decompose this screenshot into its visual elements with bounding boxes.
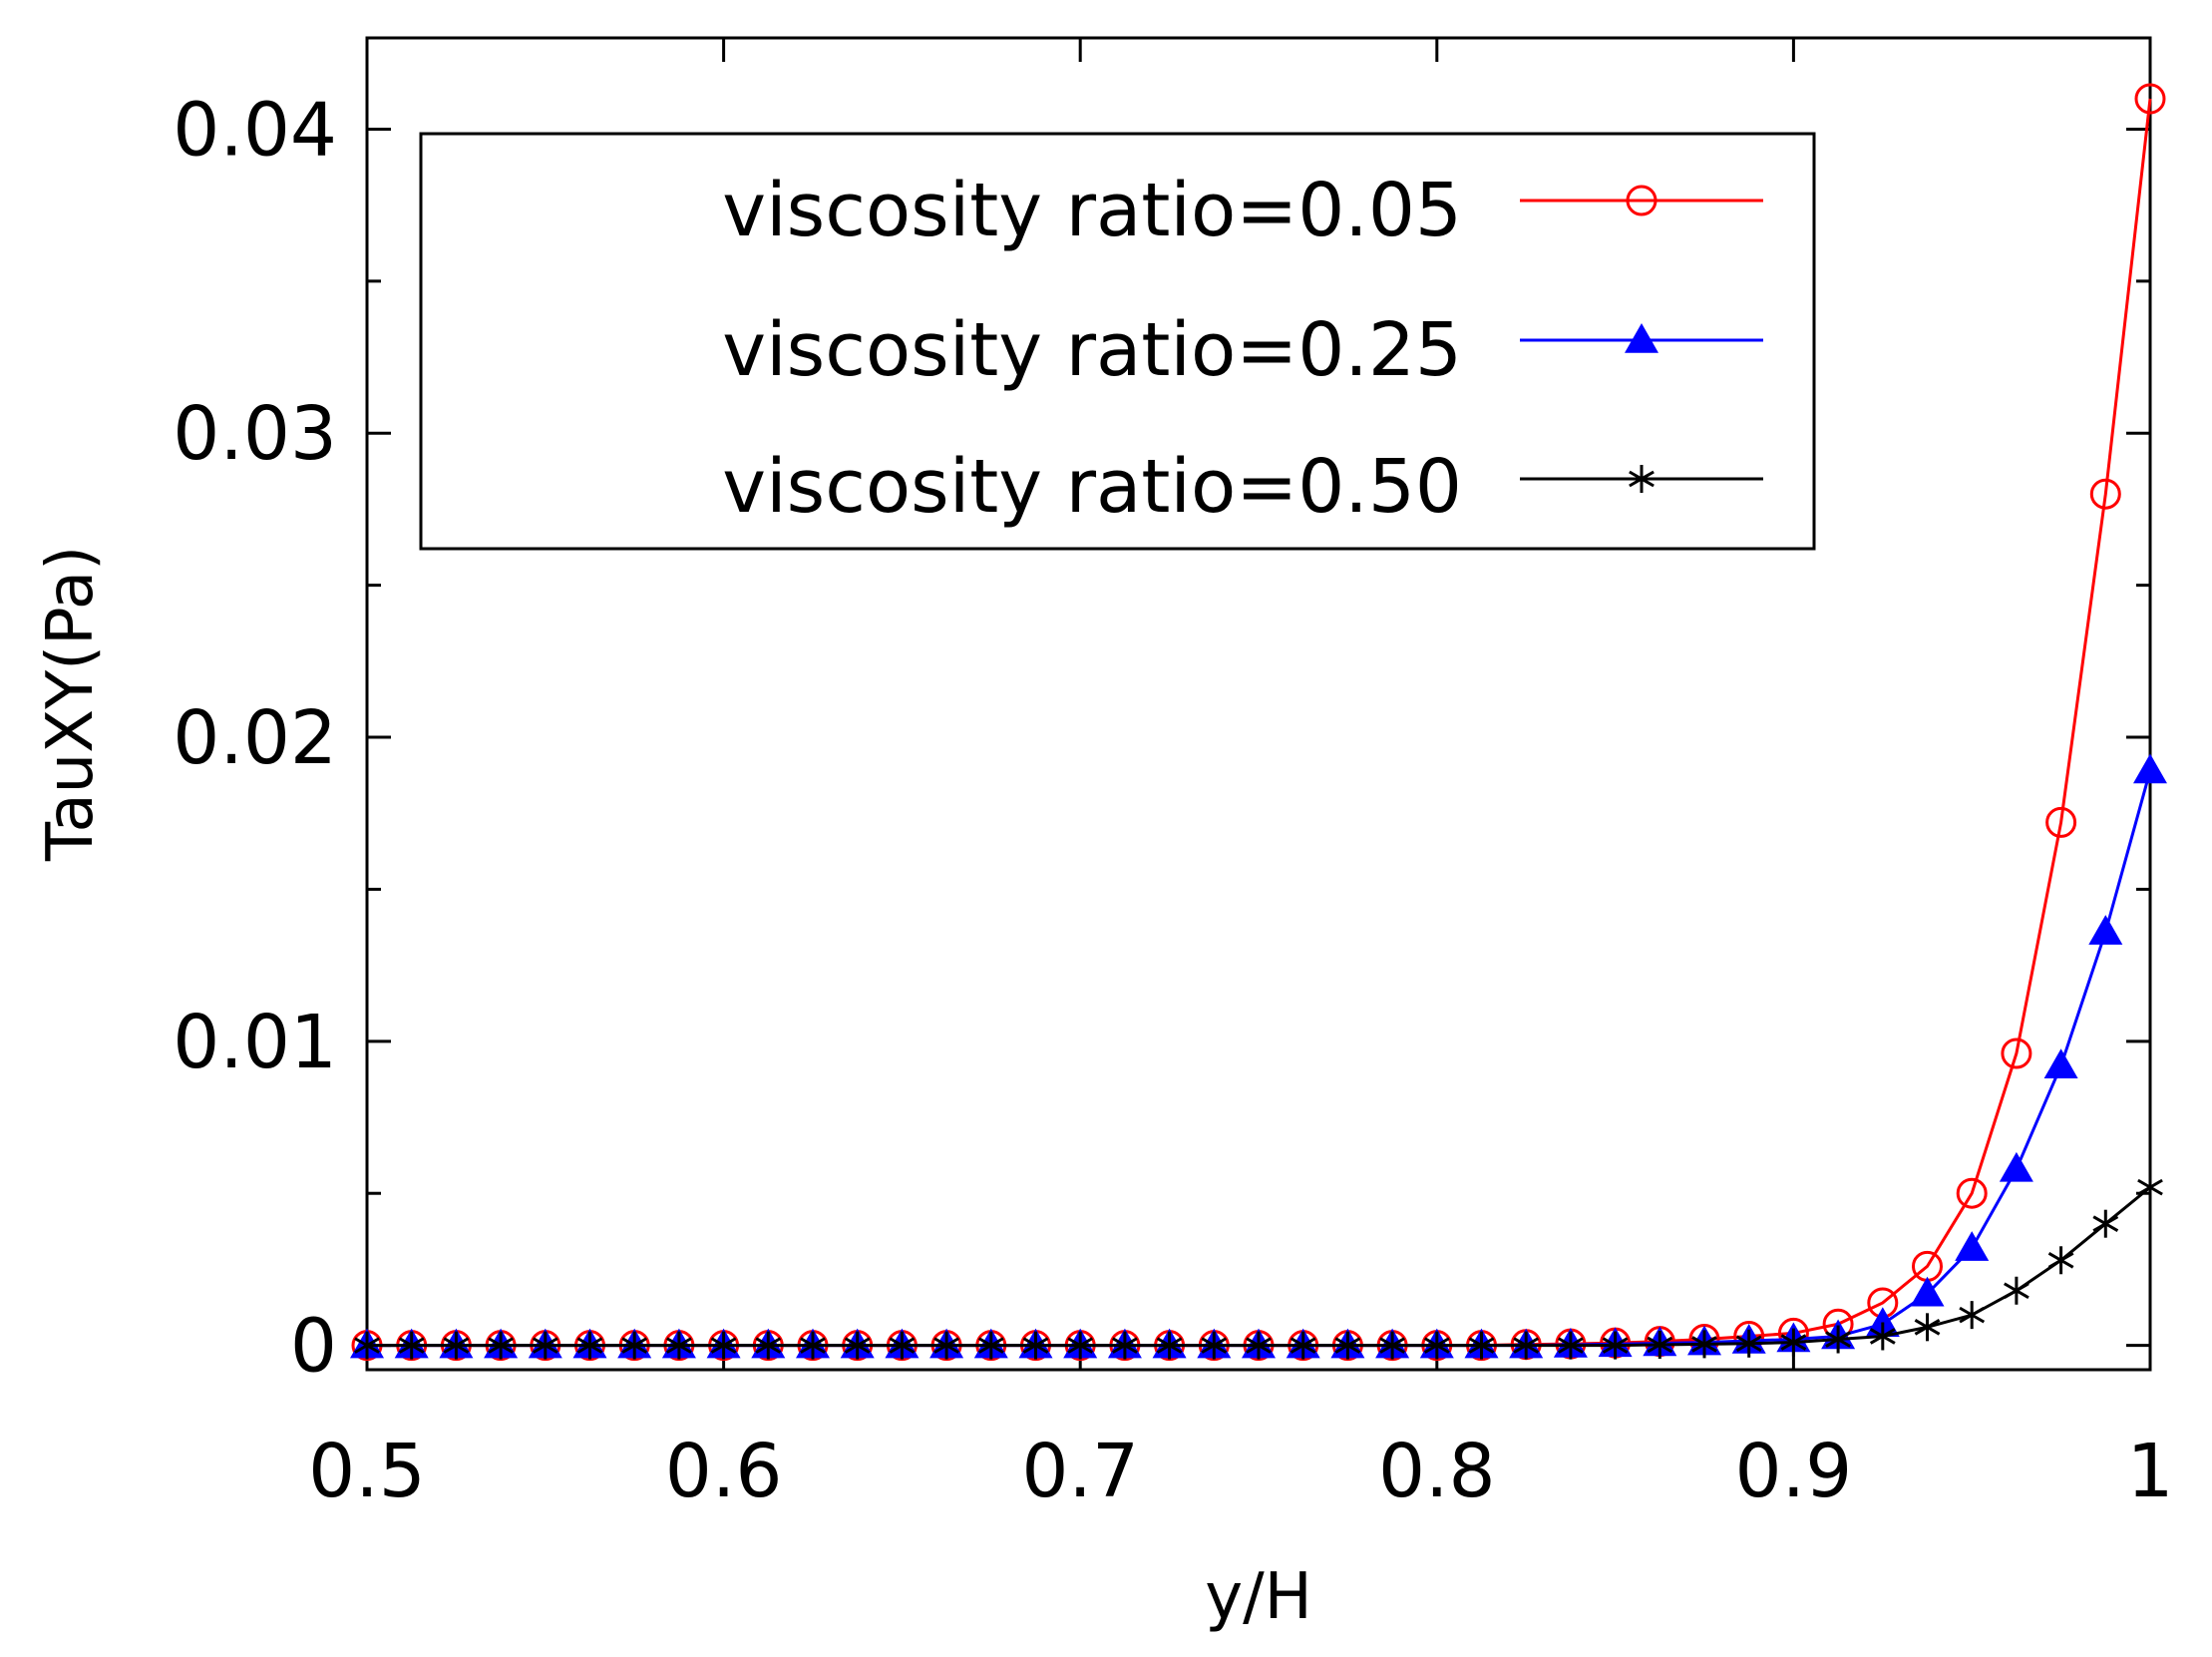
data-point xyxy=(2047,1246,2074,1275)
data-point xyxy=(1780,1328,1807,1357)
legend-marker xyxy=(1625,323,1659,353)
legend-swatch-2 xyxy=(1520,465,1763,493)
x-tick-label: 1 xyxy=(2126,1429,2173,1514)
data-point xyxy=(2004,1276,2029,1305)
data-point xyxy=(1067,1331,1094,1360)
x-tick-label: 0.9 xyxy=(1735,1429,1853,1514)
data-point xyxy=(1910,1276,1945,1307)
data-point xyxy=(889,1331,916,1360)
series-line xyxy=(367,770,2152,1348)
x-axis-title: y/H xyxy=(1205,1560,1312,1634)
data-point xyxy=(2133,753,2167,784)
data-point xyxy=(1112,1331,1138,1360)
data-point xyxy=(1201,1331,1228,1360)
data-point xyxy=(1914,1313,1941,1342)
y-tick-label: 0.03 xyxy=(173,391,337,477)
data-point xyxy=(1290,1331,1316,1360)
y-axis-title: TauXY(Pa) xyxy=(34,546,108,862)
x-tick-label: 0.6 xyxy=(665,1429,783,1514)
y-tick-label: 0.01 xyxy=(173,1000,337,1085)
data-point xyxy=(2134,83,2166,115)
data-point xyxy=(1558,1331,1584,1360)
data-point xyxy=(1513,1331,1540,1360)
data-point xyxy=(2137,1173,2163,1202)
data-point xyxy=(933,1331,959,1360)
data-point xyxy=(1468,1331,1495,1360)
data-point xyxy=(443,1331,470,1360)
data-point xyxy=(2088,915,2123,945)
data-point xyxy=(1691,1330,1717,1359)
data-point xyxy=(1602,1331,1629,1360)
data-point xyxy=(576,1331,603,1360)
data-point xyxy=(398,1331,425,1360)
data-point xyxy=(2001,1037,2032,1069)
data-point xyxy=(1955,1231,1990,1261)
data-point xyxy=(710,1331,737,1360)
y-tick-label: 0 xyxy=(290,1304,337,1390)
data-point xyxy=(1156,1331,1183,1360)
legend-marker xyxy=(1629,465,1655,493)
data-point xyxy=(1956,1177,1988,1209)
y-tick-label: 0.02 xyxy=(173,695,337,781)
legend-swatches xyxy=(1520,185,1763,493)
data-point xyxy=(1735,1329,1762,1358)
legend-label-1: viscosity ratio=0.25 xyxy=(722,307,1462,393)
legend-swatch-0 xyxy=(1520,185,1763,216)
data-point xyxy=(532,1331,558,1360)
data-point xyxy=(2043,1048,2078,1078)
x-tick-label: 0.5 xyxy=(308,1429,426,1514)
axis-tick-labels: 0.5 0.6 0.7 0.8 0.9 1 0 0.01 0.02 0.03 0.04 xyxy=(173,87,2173,1514)
data-point xyxy=(1999,1151,2033,1182)
data-point xyxy=(800,1331,826,1360)
x-tick-label: 0.7 xyxy=(1021,1429,1139,1514)
data-point xyxy=(977,1331,1004,1360)
data-point xyxy=(844,1331,871,1360)
data-point xyxy=(1022,1331,1049,1360)
data-point xyxy=(666,1331,692,1360)
data-point xyxy=(1647,1331,1673,1360)
data-point xyxy=(2045,806,2077,838)
data-point xyxy=(2092,1209,2119,1238)
plot-series xyxy=(350,83,2167,1362)
data-point xyxy=(621,1331,648,1360)
legend-swatch-1 xyxy=(1520,323,1763,353)
data-point xyxy=(1825,1325,1851,1354)
data-point xyxy=(488,1331,514,1360)
data-point xyxy=(1959,1301,1986,1330)
legend-label-2: viscosity ratio=0.50 xyxy=(722,444,1462,530)
data-point xyxy=(2089,478,2121,510)
legend-marker xyxy=(1626,185,1658,216)
data-point xyxy=(1334,1331,1361,1360)
data-point xyxy=(1423,1331,1450,1360)
x-tick-label: 0.8 xyxy=(1378,1429,1496,1514)
legend: viscosity ratio=0.05 viscosity ratio=0.2… xyxy=(419,132,1816,551)
data-point xyxy=(1865,1307,1900,1338)
legend-label-0: viscosity ratio=0.05 xyxy=(722,168,1462,253)
plot-frame xyxy=(365,36,2152,1372)
data-point xyxy=(1246,1331,1272,1360)
series-2 xyxy=(354,1173,2163,1360)
data-point xyxy=(1869,1322,1896,1351)
y-tick-label: 0.04 xyxy=(173,87,337,173)
data-point xyxy=(1379,1331,1405,1360)
series-1 xyxy=(350,753,2167,1359)
data-point xyxy=(755,1331,782,1360)
data-point xyxy=(354,1331,380,1360)
